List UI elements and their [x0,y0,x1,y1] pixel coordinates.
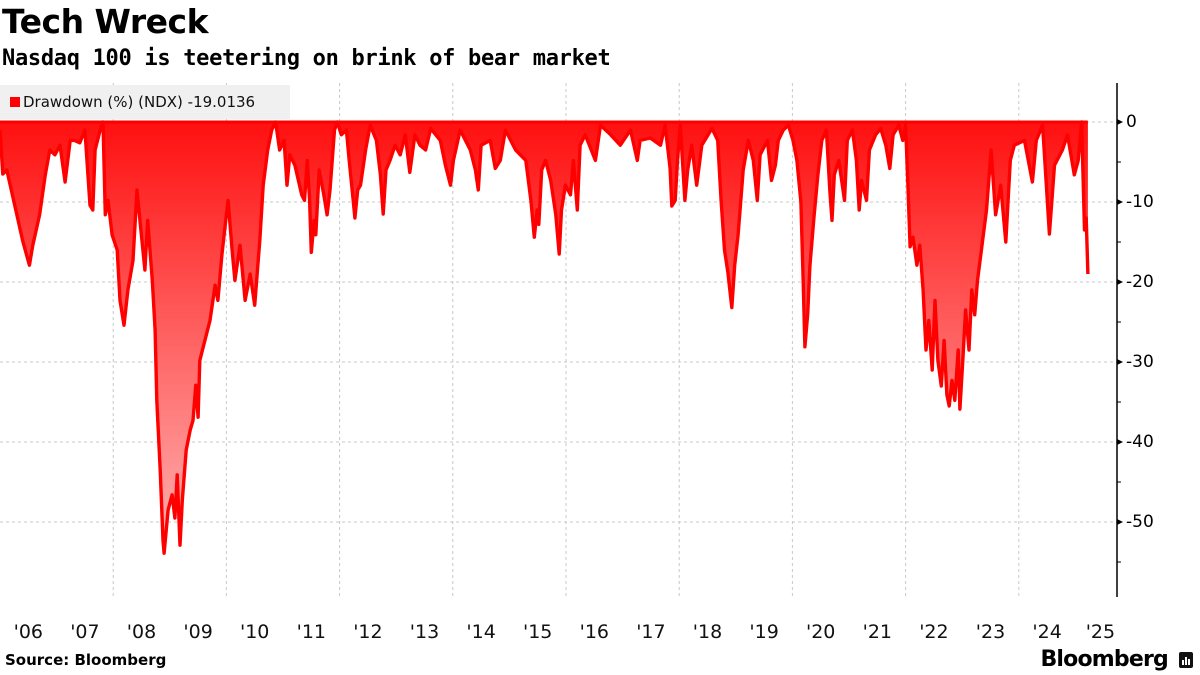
x-tick-label: '06 [13,621,43,643]
y-tick-label: -40 [1126,432,1154,452]
legend-swatch [10,97,20,107]
x-tick-label: '21 [862,621,892,643]
x-tick-label: '18 [692,621,723,643]
legend: Drawdown (%) (NDX) -19.0136 [0,85,290,119]
x-tick-label: '14 [466,621,496,643]
x-tick-label: '10 [239,621,270,643]
x-tick-label: '19 [749,621,779,643]
chart-title: Tech Wreck [2,2,209,41]
y-tick-label: -20 [1126,272,1154,292]
x-tick-label: '17 [636,621,666,643]
chart-subtitle: Nasdaq 100 is teetering on brink of bear… [2,46,611,71]
x-tick-label: '24 [1032,621,1062,643]
y-tick-label: -30 [1126,352,1154,372]
y-tick-label: -50 [1126,512,1154,532]
x-tick-label: '08 [126,621,157,643]
y-tick-label: -10 [1126,192,1154,212]
x-tick-label: '16 [579,621,609,643]
drawdown-area [0,122,1088,554]
x-tick-label: '07 [70,621,100,643]
legend-label: Drawdown (%) (NDX) -19.0136 [23,93,256,111]
y-axis [1116,83,1123,597]
x-tick-label: '20 [805,621,836,643]
x-tick-label: '13 [409,621,440,643]
drawdown-line [0,120,1090,555]
bloomberg-logo: Bloomberg [1040,647,1168,672]
y-tick-label: 0 [1126,112,1137,132]
x-tick-label: '09 [183,621,213,643]
x-tick-label: '22 [919,621,949,643]
source-note: Source: Bloomberg [5,651,167,669]
x-tick-label: '15 [522,621,553,643]
x-tick-label: '25 [1085,621,1116,643]
x-tick-label: '11 [296,621,326,643]
x-tick-label: '12 [353,621,383,643]
bloomberg-chart-icon [1179,652,1193,668]
x-tick-label: '23 [975,621,1006,643]
